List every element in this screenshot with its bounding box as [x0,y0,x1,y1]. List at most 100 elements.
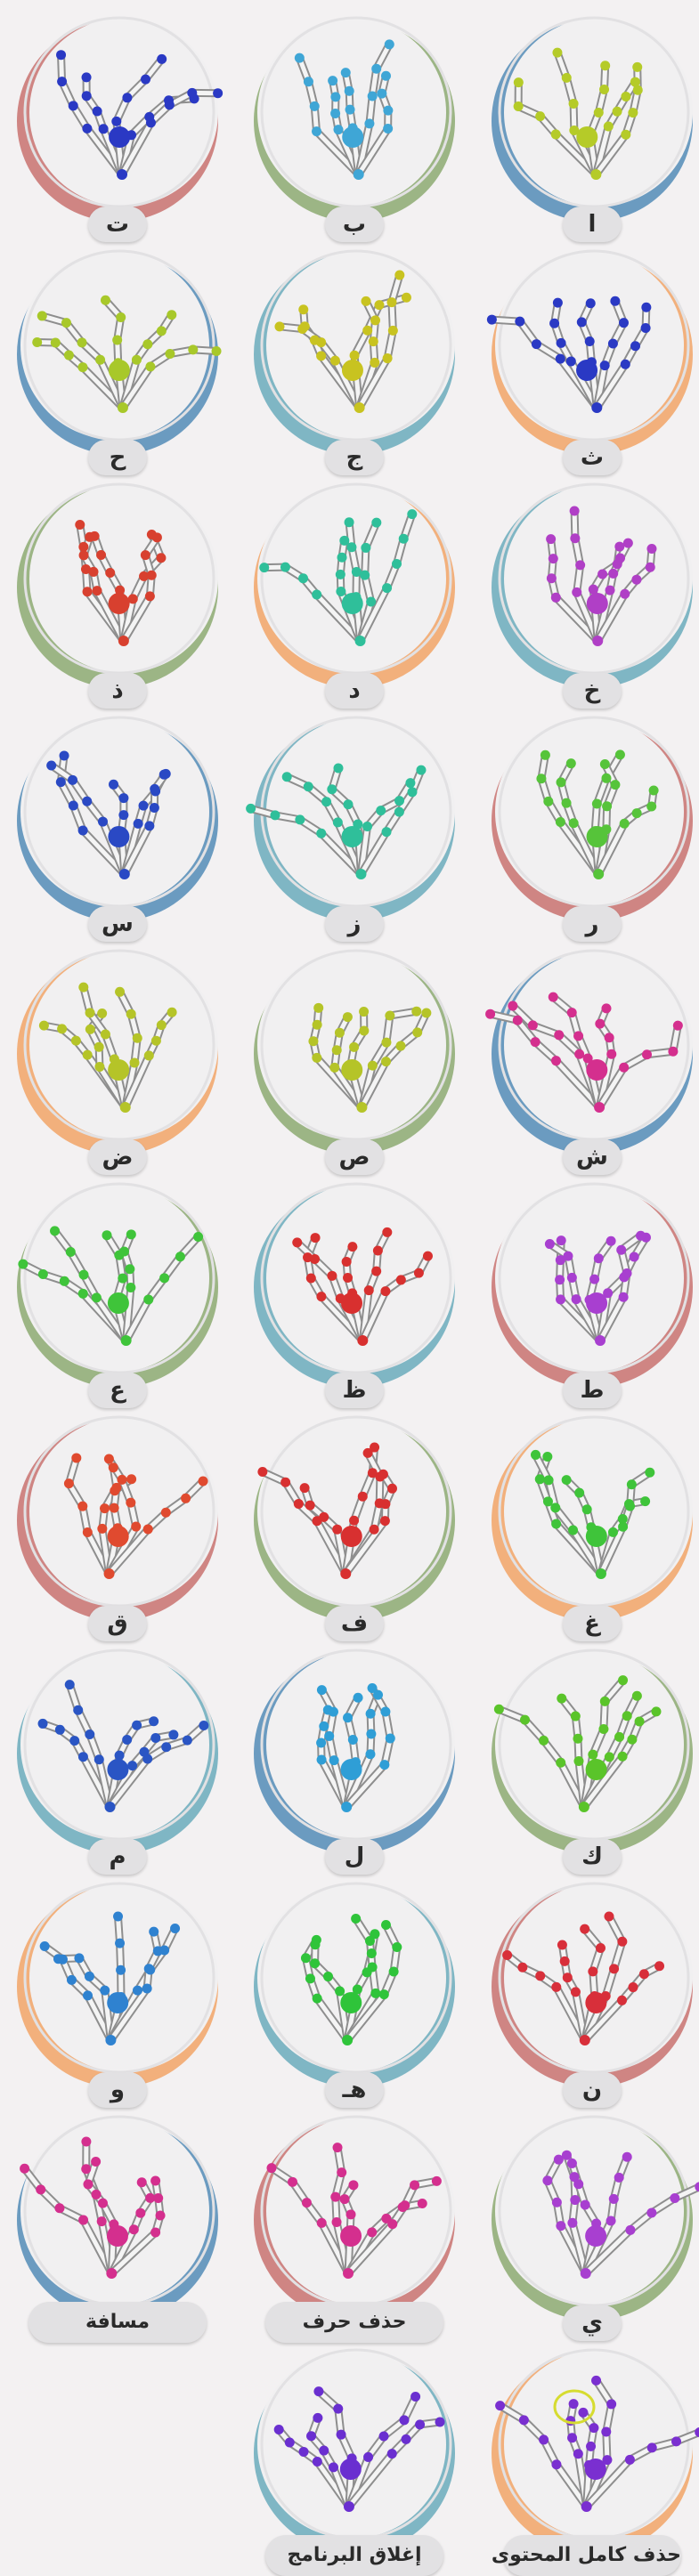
sign-tile[interactable]: هـ [248,1878,461,2101]
sign-tile[interactable]: ن [485,1878,699,2101]
hand-sign-graphic [248,2111,461,2334]
sign-tile[interactable]: ب [248,12,461,235]
hand-sign-graphic [485,479,699,701]
hand-sign-graphic [11,2111,224,2334]
sign-tile[interactable]: حذف كامل المحتوى [485,2345,699,2567]
tile-disc [266,1650,455,1839]
sign-tile[interactable]: ف [248,1412,461,1634]
sign-tile[interactable]: س [11,712,224,935]
tile-label: ن [563,2072,622,2108]
tile-label: ب [325,207,384,242]
sign-tile[interactable]: ع [11,1179,224,1401]
hand-sign-graphic [485,12,699,235]
sign-tile[interactable]: ي [485,2111,699,2334]
sign-tile[interactable]: ر [485,712,699,935]
hand-sign-graphic [248,12,461,235]
tile-label: ل [325,1839,384,1875]
sign-tile[interactable]: ق [11,1412,224,1634]
tile-label: ح [88,440,147,475]
tile-disc [495,1184,684,1373]
hand-sign-graphic [11,945,224,1168]
tile-disc [504,1883,693,2072]
tile-label: س [88,906,147,942]
tile-label: م [88,1839,147,1875]
sign-tile[interactable]: خ [485,479,699,701]
hand-sign-graphic [485,1412,699,1634]
tile-label: ث [563,440,622,475]
hand-sign-graphic [485,1645,699,1867]
sign-tile[interactable]: ط [485,1179,699,1401]
tile-label: ق [88,1606,147,1641]
hand-sign-graphic [485,2345,699,2567]
tile-disc [257,484,446,673]
sign-tile[interactable]: غ [485,1412,699,1634]
sign-tile[interactable]: ج [248,246,461,468]
sign-tile[interactable]: ذ [11,479,224,701]
hand-sign-graphic [248,2345,461,2567]
sign-tile[interactable]: ا [485,12,699,235]
tile-label: غ [563,1606,622,1641]
sign-tile[interactable]: حذف حرف [248,2111,461,2334]
hand-sign-graphic [485,2111,699,2334]
sign-tile[interactable]: ظ [248,1179,461,1401]
tile-label: ذ [88,673,147,709]
tile-label: ش [563,1139,622,1175]
hand-sign-graphic [11,246,224,468]
tile-label: ط [563,1373,622,1408]
tile-label: د [325,673,384,709]
tile-label: خ [563,673,622,709]
hand-sign-graphic [11,12,224,235]
sign-tile[interactable]: و [11,1878,224,2101]
sign-tile[interactable]: ص [248,945,461,1168]
hand-sign-graphic [248,479,461,701]
hand-sign-graphic [11,1878,224,2101]
hand-sign-graphic [11,1645,224,1867]
sign-tile[interactable]: ح [11,246,224,468]
sign-tile[interactable]: ز [248,712,461,935]
hand-sign-graphic [248,246,461,468]
tile-label: حذف حرف [265,2302,443,2343]
sign-tile[interactable]: مسافة [11,2111,224,2334]
sign-tile[interactable]: ش [485,945,699,1168]
tile-label: ي [563,2305,622,2341]
sign-tile[interactable]: ل [248,1645,461,1867]
sign-tile[interactable]: ك [485,1645,699,1867]
tile-label: ت [88,207,147,242]
tile-label: ج [325,440,384,475]
tile-label: ر [563,906,622,942]
tile-disc [495,1650,684,1839]
tile-label: ك [563,1839,622,1875]
tile-label: ف [325,1606,384,1641]
hand-sign-graphic [485,945,699,1168]
hand-sign-graphic [485,246,699,468]
sign-tile[interactable]: ت [11,12,224,235]
tile-disc [29,1417,218,1606]
hand-sign-graphic [11,712,224,935]
tile-label: و [88,2072,147,2108]
tile-label: هـ [325,2072,384,2108]
tile-disc [257,1883,446,2072]
sign-tile[interactable]: ث [485,246,699,468]
tile-label: حذف كامل المحتوى [503,2535,681,2576]
tile-disc [266,2117,455,2305]
sign-tile[interactable]: م [11,1645,224,1867]
hand-sign-graphic [248,945,461,1168]
hand-sign-graphic [11,1179,224,1401]
tile-label: مسافة [28,2302,207,2343]
tile-disc [20,717,209,906]
tile-label: ز [325,906,384,942]
sign-tile[interactable]: د [248,479,461,701]
hand-sign-graphic [11,479,224,701]
tile-label: إغلاق البرنامج [265,2535,443,2576]
hand-sign-graphic [485,1179,699,1401]
hand-sign-graphic [248,1179,461,1401]
hand-sign-graphic [248,1645,461,1867]
tile-label: ظ [325,1373,384,1408]
hand-sign-graphic [248,1878,461,2101]
sign-tile[interactable]: ض [11,945,224,1168]
sign-tile[interactable]: إغلاق البرنامج [248,2345,461,2567]
tile-label: ع [88,1373,147,1408]
hand-sign-graphic [485,1878,699,2101]
tile-label: ا [563,207,622,242]
